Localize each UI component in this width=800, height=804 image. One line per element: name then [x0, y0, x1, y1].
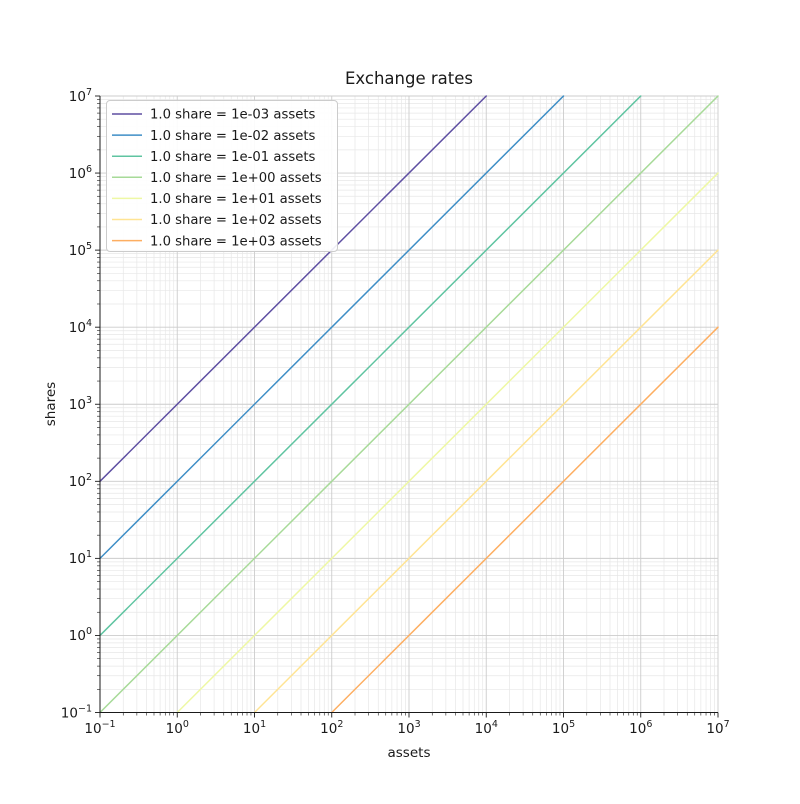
- legend-label: 1.0 share = 1e+03 assets: [150, 234, 322, 249]
- axes: [95, 95, 719, 718]
- series-line-5: [253, 249, 719, 714]
- x-tick-label: 105: [552, 719, 575, 737]
- y-tick-label: 102: [69, 472, 92, 490]
- legend-label: 1.0 share = 1e+02 assets: [150, 213, 322, 228]
- series-line-2: [99, 95, 642, 637]
- y-tick-label: 105: [69, 241, 92, 259]
- tick-labels: 10−1 100 101 102 103 104 105 106 107 10−1 100 101 10…: [61, 87, 730, 737]
- x-tick-label: 107: [706, 719, 729, 737]
- series-line-1: [99, 95, 565, 560]
- chart-title: Exchange rates: [345, 69, 473, 88]
- legend-label: 1.0 share = 1e+01 assets: [150, 192, 322, 207]
- y-tick-label: 101: [69, 549, 92, 567]
- legend-label: 1.0 share = 1e-02 assets: [150, 129, 315, 144]
- y-tick-label: 104: [69, 318, 92, 336]
- x-tick-label: 101: [243, 719, 266, 737]
- legend-label: 1.0 share = 1e+00 assets: [150, 171, 322, 186]
- series-lines: [99, 95, 719, 714]
- legend-box: [106, 100, 338, 252]
- y-tick-label: 10−1: [61, 703, 92, 721]
- series-line-4: [176, 172, 719, 714]
- x-tick-label: 10−1: [84, 719, 115, 737]
- y-tick-label: 107: [69, 87, 92, 105]
- series-line-0: [99, 95, 487, 483]
- y-tick-label: 103: [69, 395, 92, 413]
- y-tick-label: 106: [69, 164, 92, 182]
- x-axis-label: assets: [388, 745, 431, 761]
- legend-label: 1.0 share = 1e-03 assets: [150, 108, 315, 123]
- x-tick-label: 100: [166, 719, 189, 737]
- x-tick-label: 106: [629, 719, 652, 737]
- y-axis-label: shares: [43, 382, 59, 426]
- x-tick-label: 104: [475, 719, 498, 737]
- x-tick-label: 102: [320, 719, 343, 737]
- series-line-3: [99, 95, 719, 714]
- legend-label: 1.0 share = 1e-01 assets: [150, 150, 315, 165]
- legend: 1.0 share = 1e-03 assets 1.0 share = 1e-0…: [106, 100, 338, 252]
- series-line-6: [331, 326, 719, 714]
- y-tick-label: 100: [69, 626, 92, 644]
- x-tick-label: 103: [397, 719, 420, 737]
